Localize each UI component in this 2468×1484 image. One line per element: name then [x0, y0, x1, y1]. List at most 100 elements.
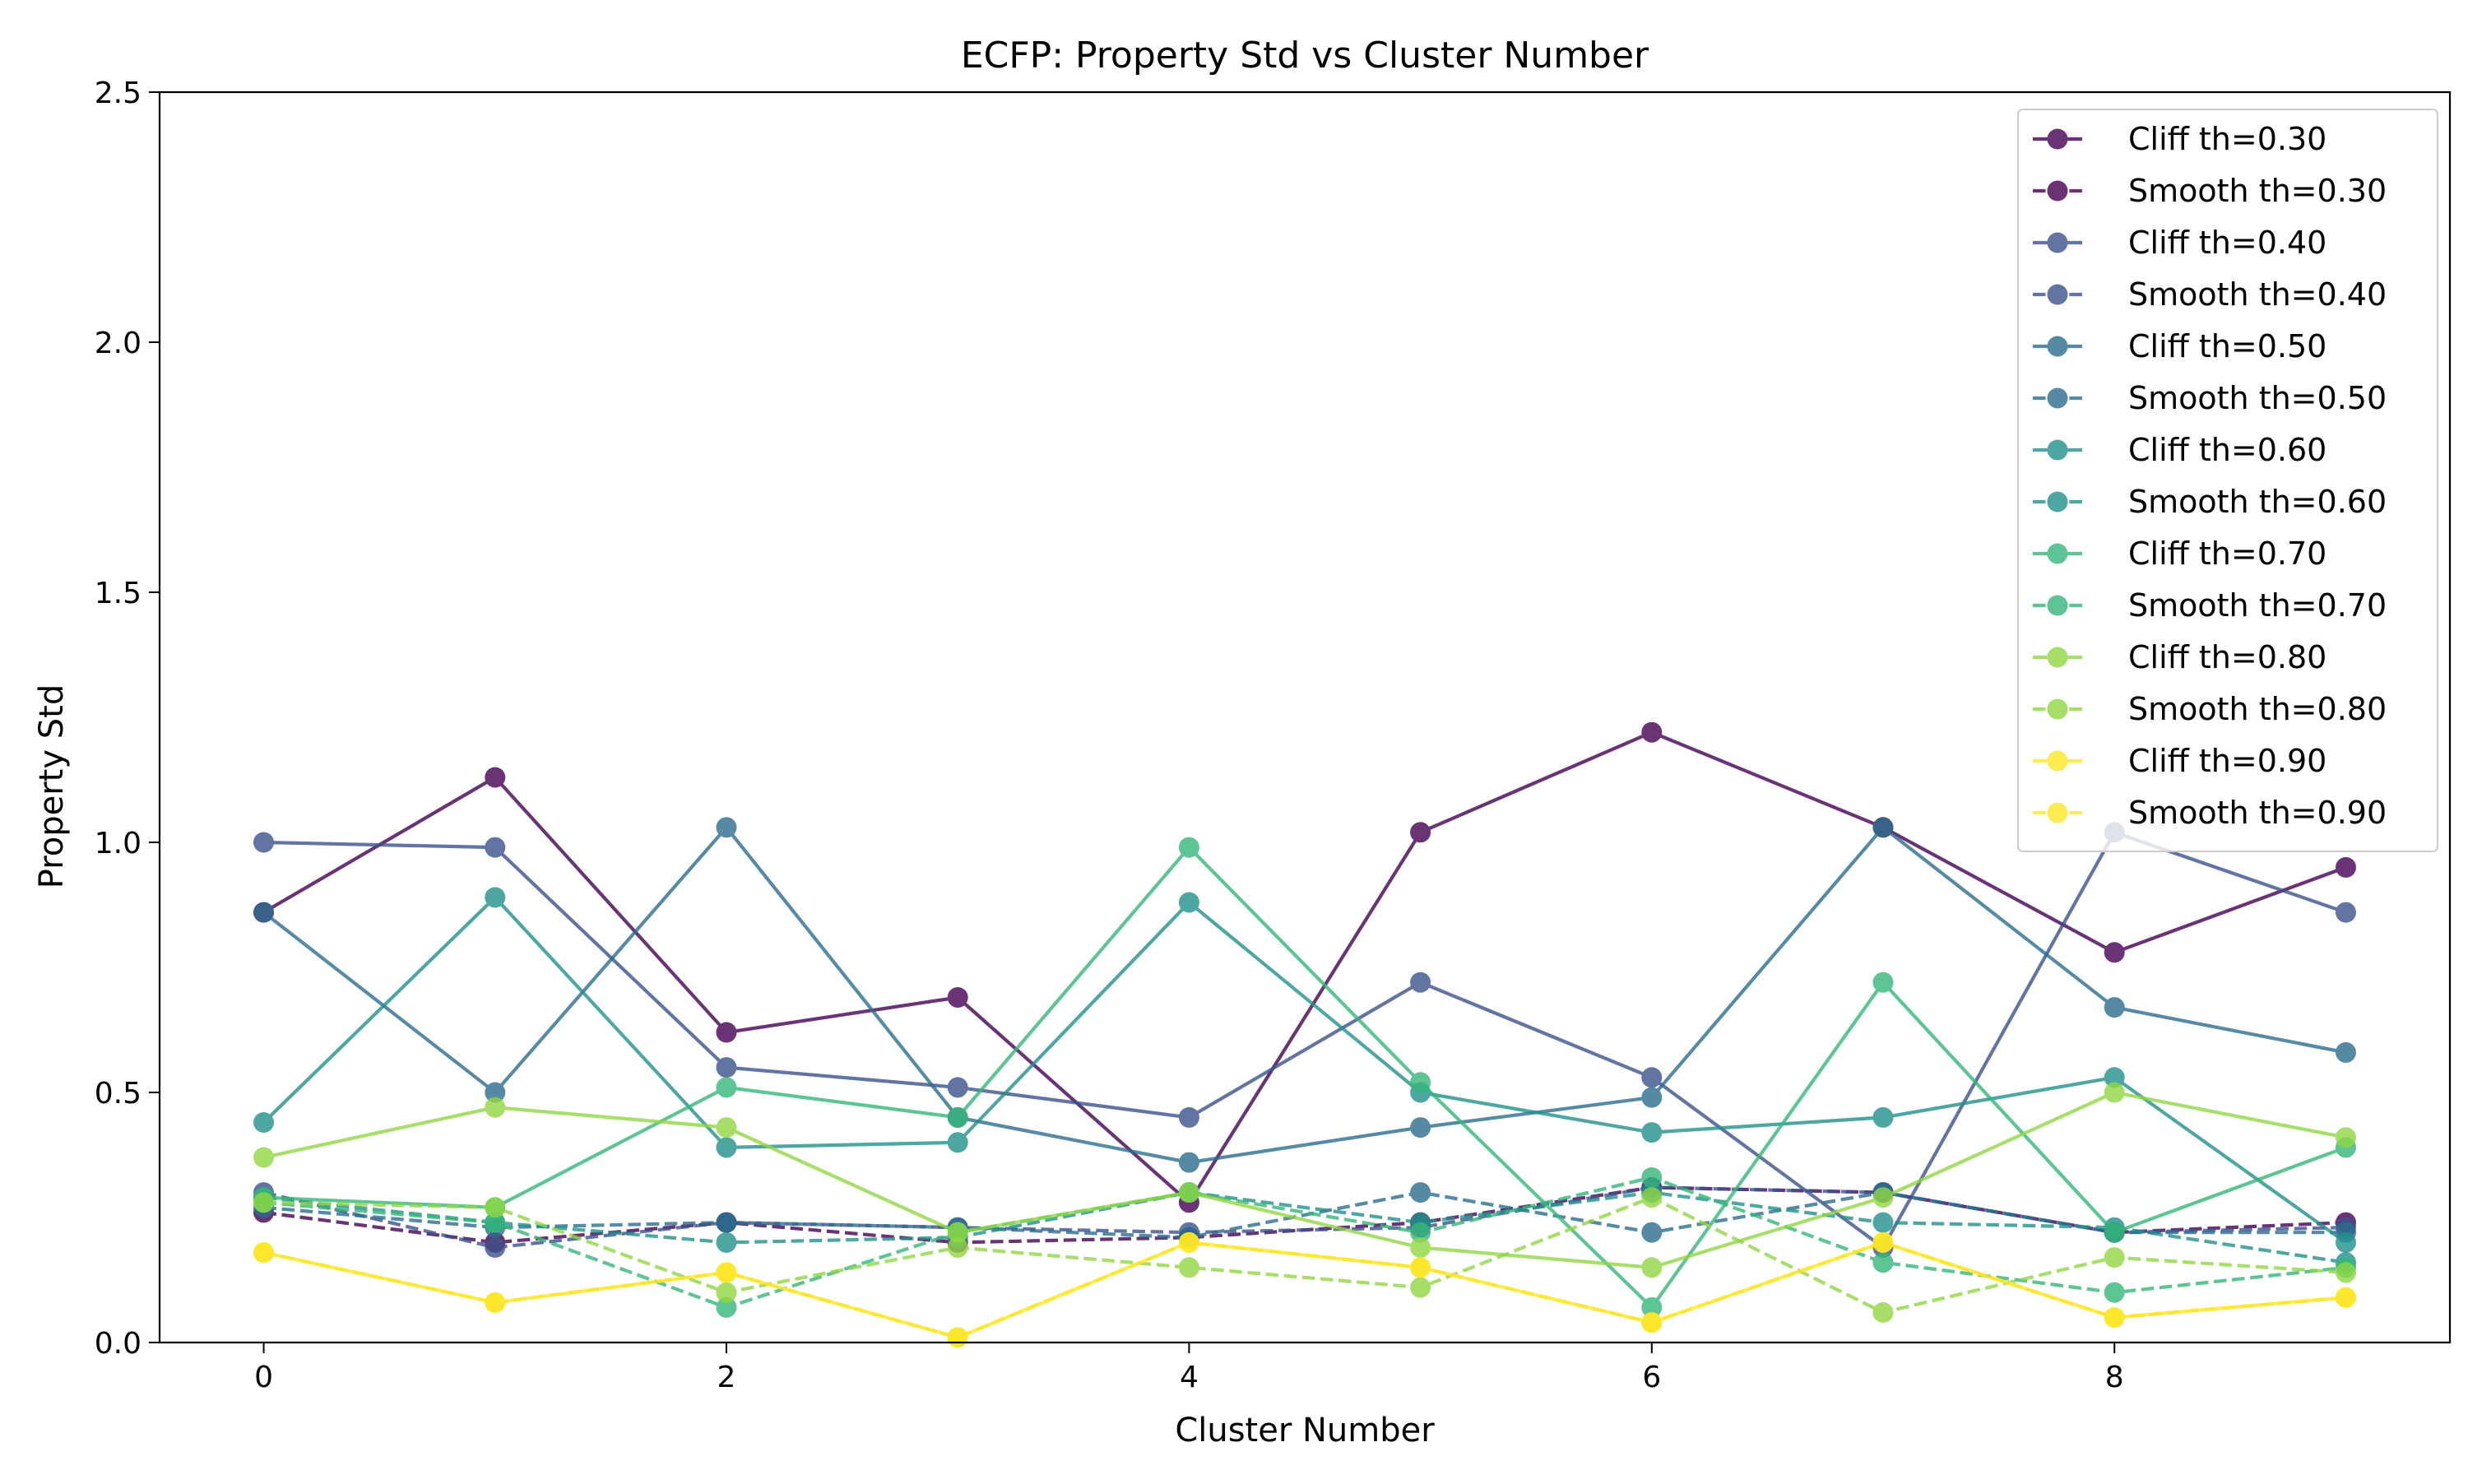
y-tick-label: 0.5 — [95, 1077, 141, 1111]
series-line — [263, 1190, 2346, 1240]
data-point — [1178, 837, 1199, 858]
data-point — [253, 902, 274, 923]
legend-item — [2033, 336, 2082, 357]
series-line — [262, 825, 2346, 1165]
data-point — [2104, 942, 2125, 963]
data-point — [2336, 1262, 2356, 1283]
data-point — [2336, 1127, 2356, 1148]
data-point — [1178, 1106, 1199, 1128]
data-point — [485, 767, 506, 788]
data-point — [1410, 822, 1431, 843]
legend-item — [2033, 128, 2082, 150]
y-tick-label: 2.0 — [95, 327, 141, 360]
legend-item — [2033, 491, 2082, 512]
data-point — [2336, 1041, 2356, 1063]
y-tick-label: 1.0 — [95, 827, 141, 860]
series-line — [263, 1195, 2346, 1315]
data-point — [1410, 1072, 1431, 1093]
axes: 0 2 4 6 8 0.0 0.5 1.0 1.5 2.0 2.5 — [95, 77, 2452, 1394]
legend-label: Smooth th=0.90 — [2128, 795, 2387, 831]
data-point — [1872, 817, 1894, 838]
data-point — [1178, 1257, 1199, 1278]
legend-item — [2033, 698, 2082, 720]
data-point — [2104, 1222, 2125, 1243]
legend-marker — [2047, 543, 2068, 564]
data-point — [1641, 1166, 1663, 1188]
legend-label: Smooth th=0.60 — [2128, 484, 2387, 520]
data-point — [253, 832, 274, 853]
data-point — [716, 1077, 737, 1098]
legend-marker — [2047, 284, 2068, 305]
data-point — [2336, 1231, 2356, 1253]
legend-marker — [2047, 336, 2068, 357]
legend-item — [2033, 284, 2082, 305]
data-point — [1178, 1182, 1199, 1203]
legend-item — [2033, 647, 2082, 668]
legend-marker — [2047, 802, 2068, 823]
series-14 — [253, 1231, 2356, 1348]
data-point — [1872, 1212, 1894, 1233]
data-point — [2104, 1282, 2125, 1303]
data-point — [485, 1237, 506, 1258]
data-point — [1641, 1257, 1663, 1278]
data-point — [1178, 892, 1199, 913]
chart-title: ECFP: Property Std vs Cluster Number — [961, 35, 1649, 77]
data-point — [2336, 1287, 2356, 1308]
legend-label: Cliff th=0.90 — [2128, 743, 2327, 779]
data-point — [485, 887, 506, 908]
legend-marker — [2047, 491, 2068, 512]
legend-frame — [2017, 109, 2438, 852]
legend-label: Smooth th=0.30 — [2128, 173, 2387, 209]
data-point — [716, 1022, 737, 1043]
data-point — [253, 1242, 274, 1264]
legend-item — [2033, 439, 2082, 461]
data-point — [1410, 1277, 1431, 1298]
data-point — [1178, 1231, 1199, 1253]
data-point — [947, 1222, 968, 1243]
legend-label: Smooth th=0.40 — [2128, 276, 2387, 313]
legend-item — [2033, 595, 2082, 616]
legend-item — [2033, 387, 2082, 409]
legend-label: Cliff th=0.50 — [2128, 328, 2327, 364]
legend-label: Cliff th=0.70 — [2128, 536, 2327, 572]
data-point — [1410, 1182, 1431, 1203]
data-point — [947, 1327, 968, 1348]
data-point — [1872, 1302, 1894, 1323]
legend-item — [2033, 802, 2082, 823]
data-point — [2104, 1082, 2125, 1103]
data-point — [1410, 1237, 1431, 1258]
data-point — [1641, 1067, 1663, 1088]
data-point — [947, 987, 968, 1008]
data-point — [485, 1097, 506, 1118]
legend-marker — [2047, 387, 2068, 409]
legend-marker — [2047, 439, 2068, 461]
data-point — [485, 1082, 506, 1103]
series-7 — [253, 887, 2356, 1253]
x-tick-label: 4 — [1180, 1361, 1199, 1394]
data-point — [1641, 1187, 1663, 1208]
data-point — [1410, 972, 1431, 993]
legend-label: Smooth th=0.70 — [2128, 587, 2387, 624]
legend-marker — [2047, 232, 2068, 253]
data-point — [253, 1147, 274, 1168]
data-point — [947, 1132, 968, 1153]
y-axis-label: Property Std — [33, 684, 71, 888]
data-point — [716, 1262, 737, 1283]
data-point — [1872, 1252, 1894, 1273]
data-point — [2104, 1067, 2125, 1088]
x-tick-label: 2 — [717, 1361, 736, 1394]
data-point — [485, 1197, 506, 1218]
data-point — [2336, 902, 2356, 923]
legend-label: Smooth th=0.80 — [2128, 691, 2387, 727]
series-line — [263, 1185, 2346, 1250]
legend-marker — [2047, 647, 2068, 668]
data-point — [2104, 1307, 2125, 1329]
series-12 — [253, 1187, 2356, 1323]
legend-marker — [2047, 595, 2068, 616]
data-point — [485, 1212, 506, 1233]
axes-frame — [158, 90, 2452, 1344]
series-line — [263, 1190, 2346, 1264]
data-point — [1872, 972, 1894, 993]
y-tick-label: 0.0 — [95, 1327, 141, 1361]
